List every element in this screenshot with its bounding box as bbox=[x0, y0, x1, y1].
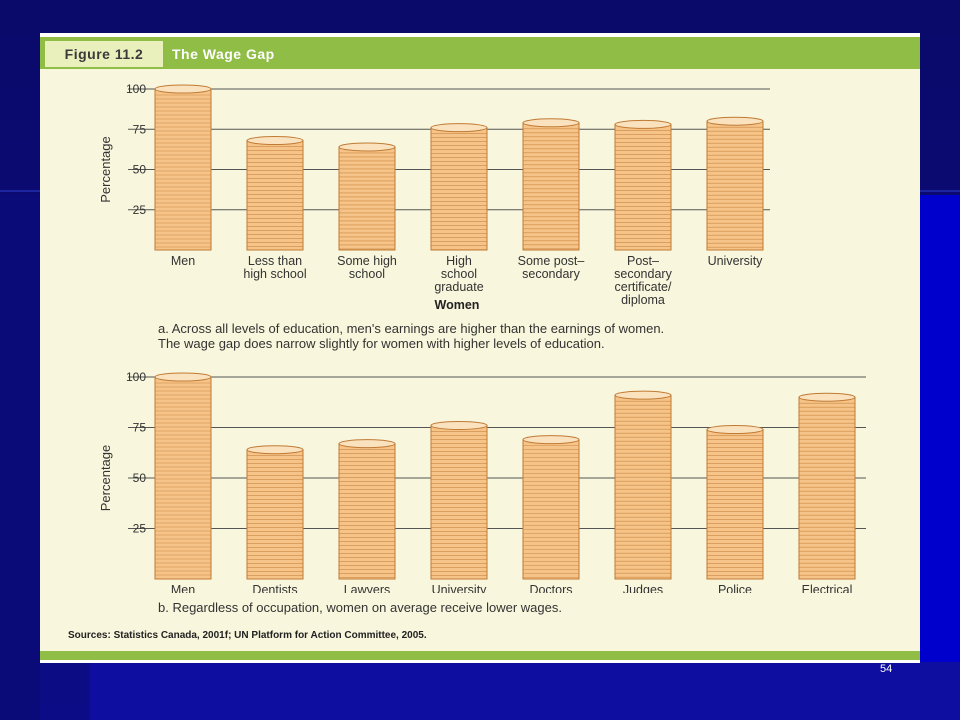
slide-bottom-panel bbox=[90, 662, 960, 720]
bar bbox=[522, 118, 580, 251]
x-tick-label: Dentists bbox=[252, 583, 297, 593]
x-tick-label: Less than high school bbox=[243, 254, 306, 281]
y-tick-label: 25 bbox=[133, 522, 147, 536]
x-tick-label: Some post– secondary bbox=[518, 254, 585, 281]
figure-sources: Sources: Statistics Canada, 2001f; UN Pl… bbox=[68, 630, 427, 641]
bar bbox=[246, 445, 304, 580]
bar bbox=[338, 439, 396, 580]
bar bbox=[706, 425, 764, 580]
x-tick-label: Doctors(GeneralPractitioners) bbox=[514, 583, 588, 593]
bar bbox=[430, 123, 488, 251]
x-tick-label: Men bbox=[171, 254, 195, 268]
x-tick-label: Men bbox=[171, 583, 195, 593]
x-tick-label: Judges bbox=[623, 583, 663, 593]
x-tick-label: High school graduate bbox=[434, 254, 483, 294]
slide-right-panel bbox=[920, 195, 960, 720]
x-tick-label: Lawyers bbox=[344, 583, 391, 593]
figure-title: The Wage Gap bbox=[172, 46, 275, 62]
y-tick-label: 75 bbox=[133, 122, 147, 136]
figure-panel: Figure 11.2 The Wage Gap 25 50 75 100 Percen… bbox=[40, 33, 920, 663]
y-tick-label: 50 bbox=[133, 471, 147, 485]
bar bbox=[338, 142, 396, 251]
figure-footer-bar bbox=[40, 651, 920, 663]
group-label-women: Women bbox=[435, 298, 480, 312]
x-tick-label: Post– secondary certificate/diploma bbox=[614, 254, 672, 307]
slide-left-panel bbox=[0, 195, 40, 720]
x-tick-label: Policeofficers bbox=[715, 583, 755, 593]
x-tick-label: Electricalengineers bbox=[800, 583, 855, 593]
page-number: 54 bbox=[880, 663, 893, 675]
y-axis-label: Percentage bbox=[98, 445, 113, 512]
x-tick-label: Universityprofessors bbox=[430, 583, 488, 593]
caption-occupation: b. Regardless of occupation, women on av… bbox=[158, 600, 562, 615]
y-tick-label: 100 bbox=[126, 82, 146, 96]
bar bbox=[614, 390, 672, 580]
y-axis-label: Percentage bbox=[98, 136, 113, 203]
bar bbox=[706, 116, 764, 251]
y-tick-label: 100 bbox=[126, 370, 146, 384]
bar bbox=[246, 136, 304, 251]
x-tick-label: University bbox=[708, 254, 764, 268]
y-tick-label: 50 bbox=[133, 163, 147, 177]
bar bbox=[798, 392, 856, 580]
y-tick-label: 75 bbox=[133, 421, 147, 435]
bar bbox=[430, 420, 488, 580]
y-tick-label: 25 bbox=[133, 203, 147, 217]
bar bbox=[154, 372, 212, 580]
chart-occupation: 25 50 75 100 Percentage Men Dentists Lawyers Uni… bbox=[98, 370, 866, 593]
figure-number: Figure 11.2 bbox=[45, 41, 163, 67]
figure-header: Figure 11.2 The Wage Gap bbox=[40, 33, 920, 69]
bar bbox=[154, 84, 212, 251]
bar bbox=[614, 119, 672, 251]
caption-education: a. Across all levels of education, men's… bbox=[158, 321, 665, 351]
x-tick-label: Some high school bbox=[337, 254, 397, 281]
bar bbox=[522, 435, 580, 580]
chart-education: 25 50 75 100 Percentage Men Less than high scho… bbox=[98, 82, 770, 312]
